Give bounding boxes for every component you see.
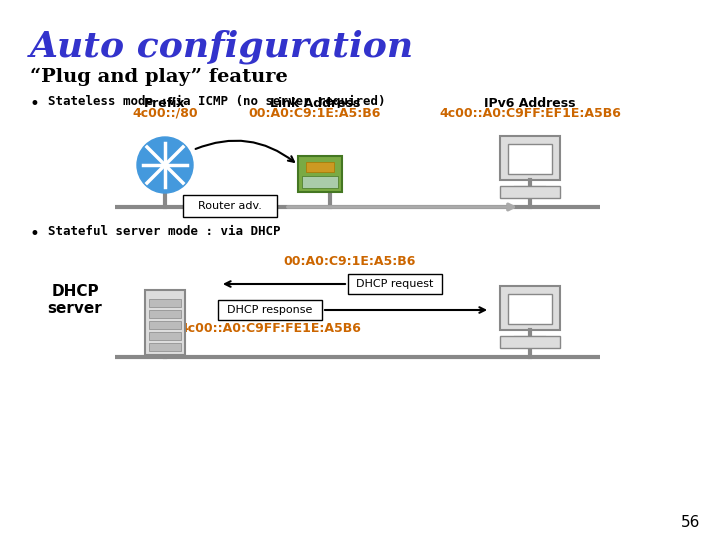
- Text: Stateless mode :via ICMP (no server required): Stateless mode :via ICMP (no server requ…: [48, 95, 385, 108]
- FancyBboxPatch shape: [183, 195, 277, 217]
- Text: Link Address: Link Address: [270, 97, 360, 110]
- FancyBboxPatch shape: [145, 290, 185, 355]
- Circle shape: [137, 137, 193, 193]
- Text: 00:A0:C9:1E:A5:B6: 00:A0:C9:1E:A5:B6: [284, 255, 416, 268]
- FancyBboxPatch shape: [218, 300, 322, 320]
- Text: Prefix: Prefix: [144, 97, 186, 110]
- Text: DHCP request: DHCP request: [356, 279, 433, 289]
- FancyBboxPatch shape: [149, 321, 181, 329]
- FancyBboxPatch shape: [302, 176, 338, 188]
- FancyBboxPatch shape: [500, 186, 560, 198]
- FancyBboxPatch shape: [298, 156, 342, 192]
- Text: 56: 56: [680, 515, 700, 530]
- FancyBboxPatch shape: [508, 294, 552, 324]
- FancyBboxPatch shape: [508, 144, 552, 174]
- FancyBboxPatch shape: [348, 274, 442, 294]
- FancyBboxPatch shape: [149, 343, 181, 351]
- Text: Auto configuration: Auto configuration: [30, 30, 414, 64]
- FancyBboxPatch shape: [500, 336, 560, 348]
- FancyBboxPatch shape: [306, 162, 334, 172]
- Text: Stateful server mode : via DHCP: Stateful server mode : via DHCP: [48, 225, 281, 238]
- FancyBboxPatch shape: [149, 332, 181, 340]
- Text: 4c00::/80: 4c00::/80: [132, 107, 198, 120]
- Text: •: •: [30, 225, 40, 243]
- Text: 00:A0:C9:1E:A5:B6: 00:A0:C9:1E:A5:B6: [249, 107, 381, 120]
- FancyBboxPatch shape: [149, 299, 181, 307]
- FancyBboxPatch shape: [500, 136, 560, 180]
- Text: DHCP response: DHCP response: [228, 305, 312, 315]
- Text: 4c00::A0:C9FF:EF1E:A5B6: 4c00::A0:C9FF:EF1E:A5B6: [439, 107, 621, 120]
- Text: •: •: [30, 95, 40, 113]
- Text: “Plug and play” feature: “Plug and play” feature: [30, 68, 288, 86]
- Text: Router adv.: Router adv.: [198, 201, 262, 211]
- FancyBboxPatch shape: [500, 286, 560, 330]
- Text: IPv6 Address: IPv6 Address: [485, 97, 576, 110]
- FancyBboxPatch shape: [149, 310, 181, 318]
- Text: 4c00::A0:C9FF:FE1E:A5B6: 4c00::A0:C9FF:FE1E:A5B6: [179, 322, 361, 335]
- Text: DHCP
server: DHCP server: [48, 284, 102, 316]
